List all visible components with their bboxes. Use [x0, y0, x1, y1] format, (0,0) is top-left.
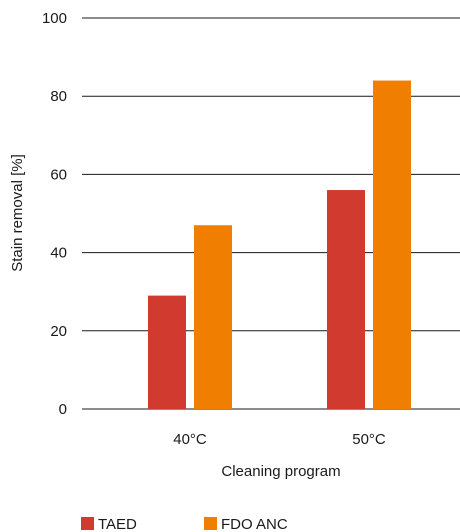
x-tick-label-0: 40°C [173, 431, 207, 448]
bar-fdo-anc-1 [373, 80, 411, 409]
bar-taed-1 [327, 190, 365, 409]
y-tick-label-0: 0 [59, 401, 67, 418]
legend-label-taed: TAED [98, 516, 137, 532]
y-tick-label-100: 100 [42, 10, 67, 27]
y-tick-labels: 0 20 40 60 80 100 [42, 10, 67, 418]
legend-swatch-taed [81, 517, 94, 530]
bar-fdo-anc-0 [194, 225, 232, 409]
legend-label-fdo-anc: FDO ANC [221, 516, 288, 532]
bar-taed-0 [148, 295, 186, 409]
y-tick-label-60: 60 [50, 166, 67, 183]
bars [148, 80, 411, 409]
y-axis-title: Stain removal [%] [9, 154, 26, 272]
x-tick-label-1: 50°C [352, 431, 386, 448]
legend: TAED FDO ANC [81, 516, 288, 532]
y-tick-label-40: 40 [50, 245, 67, 262]
y-tick-label-80: 80 [50, 88, 67, 105]
legend-swatch-fdo-anc [204, 517, 217, 530]
x-tick-labels: 40°C 50°C [173, 431, 386, 448]
x-axis-title: Cleaning program [221, 463, 340, 480]
y-tick-label-20: 20 [50, 323, 67, 340]
